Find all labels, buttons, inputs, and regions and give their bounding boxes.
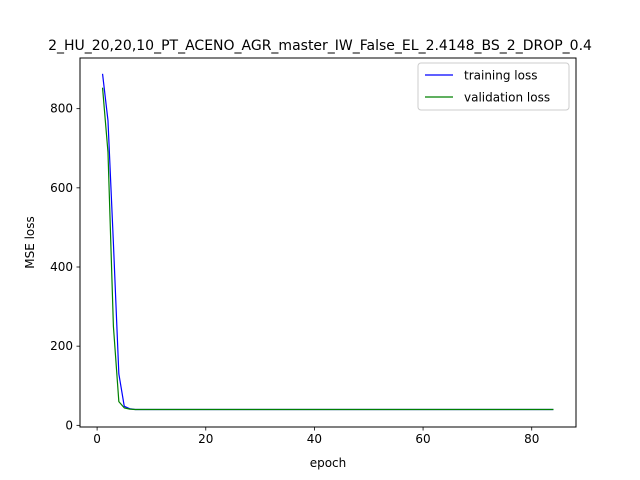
y-tick-label: 0 <box>65 418 73 432</box>
x-tick-label: 80 <box>524 432 539 446</box>
legend-label: validation loss <box>464 91 550 105</box>
y-tick-label: 400 <box>50 260 73 274</box>
x-tick-label: 60 <box>415 432 430 446</box>
legend-box <box>417 62 570 111</box>
y-tick-label: 600 <box>50 181 73 195</box>
series-line-validation <box>101 87 554 411</box>
chart-title: 2_HU_20,20,10_PT_ACENO_AGR_master_IW_Fal… <box>48 38 592 54</box>
y-tick-label: 200 <box>50 339 73 353</box>
series-lines <box>101 73 554 411</box>
y-axis-label: MSE loss <box>23 216 37 269</box>
x-tick-label: 0 <box>93 432 101 446</box>
axes-frame <box>79 57 577 428</box>
plot-area <box>80 58 576 427</box>
x-tick-label: 40 <box>307 432 322 446</box>
legend: training loss validation loss <box>417 62 570 111</box>
y-tick-label: 800 <box>50 102 73 116</box>
x-axis-label: epoch <box>310 456 347 470</box>
legend-label: training loss <box>464 69 537 83</box>
x-tick-label: 20 <box>198 432 213 446</box>
